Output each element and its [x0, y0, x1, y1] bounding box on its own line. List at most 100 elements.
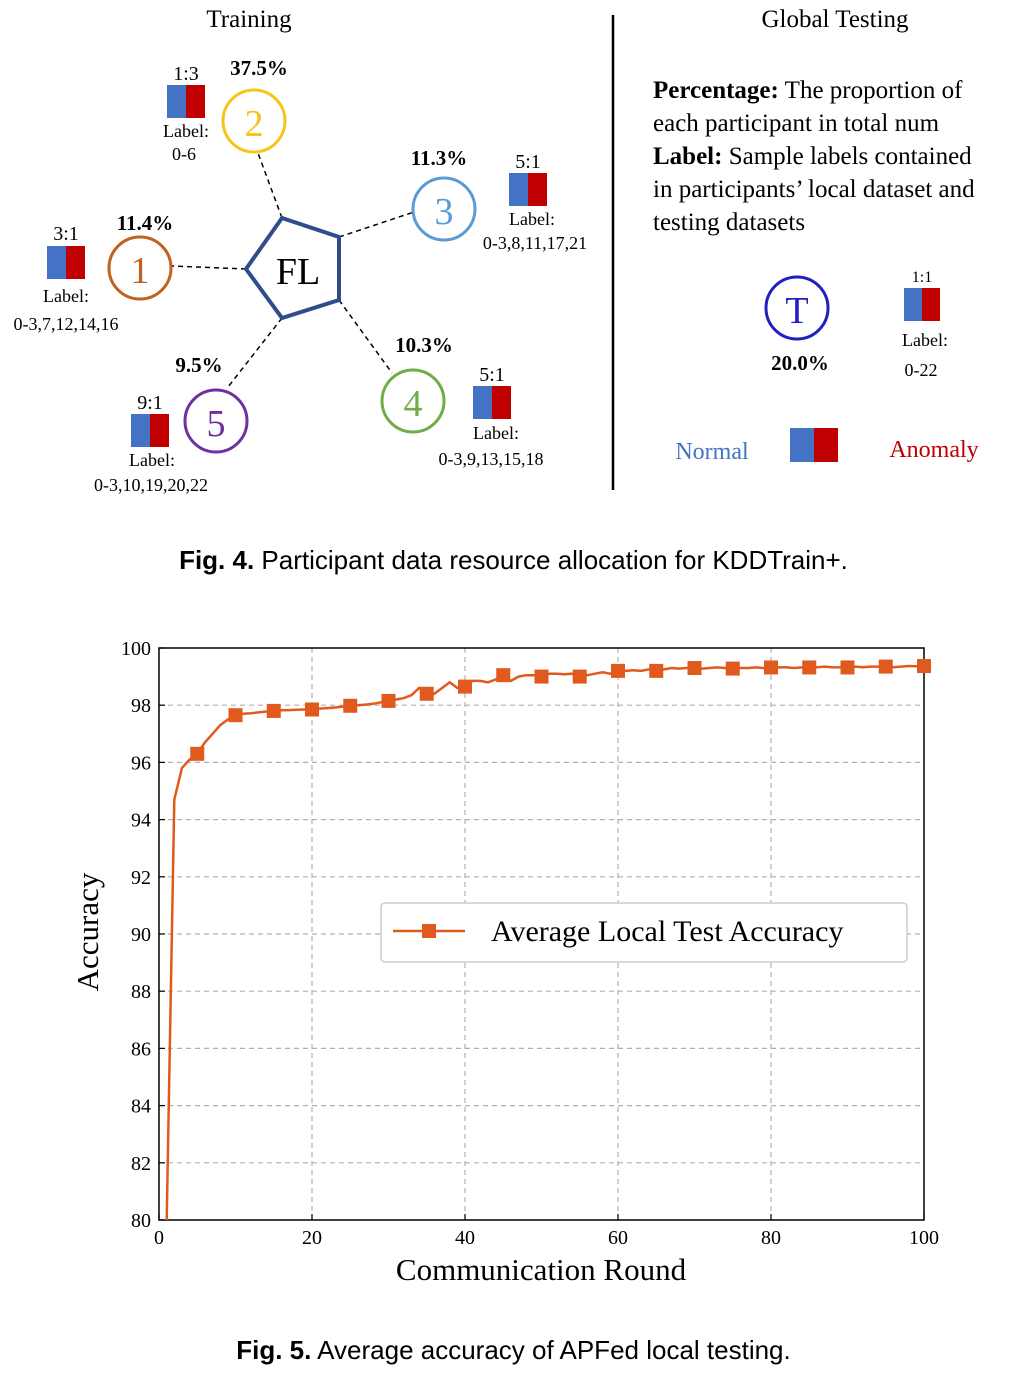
participant-4-circle — [380, 368, 446, 434]
participant-3-label-title: Label: — [509, 209, 555, 229]
participant-5-normal-block — [131, 414, 150, 447]
test-node-ratio: 1:1 — [912, 269, 932, 286]
series-marker — [228, 708, 243, 723]
desc-percentage-term: Percentage: — [653, 77, 779, 104]
y-tick-label: 96 — [131, 752, 151, 774]
participant-2-normal-block — [167, 85, 186, 118]
participant-5-percent: 9.5% — [175, 353, 222, 377]
participant-4-normal-block — [473, 386, 492, 419]
participant-1-circle — [107, 235, 173, 301]
y-tick-label: 86 — [131, 1038, 151, 1060]
global-testing-title: Global Testing — [761, 6, 909, 33]
description-block: Percentage: The proportion of each parti… — [653, 77, 975, 236]
fig4-legend: Normal Anomaly — [675, 428, 979, 465]
participant-3-percent: 11.3% — [411, 146, 468, 170]
participant-5-labels: 0-3,10,19,20,22 — [94, 475, 208, 495]
participant-2-circle — [221, 88, 287, 154]
participant-1-ratio: 3:1 — [53, 223, 79, 245]
chart-grid — [159, 648, 924, 1220]
x-tick-label: 80 — [761, 1227, 781, 1249]
series-marker — [534, 669, 549, 684]
y-axis-ticks: 80 82 84 86 88 90 92 94 96 98 100 — [121, 638, 165, 1232]
series-marker — [496, 668, 511, 683]
participant-2-percent: 37.5% — [230, 56, 288, 80]
participant-3-anomaly-block — [528, 173, 547, 206]
fig4-caption: Fig. 4. Participant data resource alloca… — [0, 545, 1027, 576]
participant-4-ratio: 5:1 — [479, 364, 505, 386]
y-tick-label: 94 — [131, 810, 151, 832]
fl-pentagon — [243, 215, 341, 321]
fig4-caption-number: Fig. 4. — [179, 545, 255, 575]
participant-3-circle — [411, 176, 477, 242]
series-marker — [572, 669, 587, 684]
series-marker — [764, 660, 778, 675]
participant-1-percent: 11.4% — [117, 211, 174, 235]
series-marker — [802, 660, 817, 675]
participant-5: 5 9.5% 9:1 Label: 0-3,10,19,20,22 — [94, 353, 249, 495]
y-tick-label: 80 — [131, 1210, 151, 1232]
x-tick-label: 0 — [154, 1227, 164, 1249]
participant-1-normal-block — [47, 246, 66, 279]
participant-3-ratio: 5:1 — [515, 151, 541, 173]
test-node-labels: 0-22 — [905, 360, 938, 380]
desc-percentage-line1: Percentage: The proportion of — [653, 77, 963, 104]
desc-label-line3: testing datasets — [653, 209, 805, 236]
participant-4-percent: 10.3% — [395, 333, 453, 357]
series-marker — [611, 663, 625, 678]
participant-5-anomaly-block — [150, 414, 169, 447]
series-marker — [190, 746, 205, 761]
participant-2-labels: 0-6 — [172, 144, 196, 164]
series-marker — [458, 679, 472, 694]
y-axis-label: Accuracy — [70, 872, 105, 991]
test-node-anomaly-block — [922, 288, 940, 321]
x-tick-label: 20 — [302, 1227, 322, 1249]
participant-4-number: 4 — [404, 383, 423, 425]
x-tick-label: 100 — [909, 1227, 939, 1249]
chart-legend: Average Local Test Accuracy — [380, 902, 908, 963]
participant-5-label-title: Label: — [129, 450, 175, 470]
series-marker — [266, 703, 281, 718]
participant-5-circle — [183, 388, 249, 454]
legend-normal-label: Normal — [675, 439, 749, 465]
test-node-letter: T — [785, 290, 808, 332]
participant-2-anomaly-block — [186, 85, 205, 118]
participant-1-label-title: Label: — [43, 286, 89, 306]
series-marker — [305, 702, 319, 717]
series-marker — [725, 661, 740, 676]
desc-percentage-text1: The proportion of — [785, 77, 963, 104]
training-title: Training — [206, 6, 292, 33]
legend-normal-block — [790, 428, 814, 462]
participant-4-label-title: Label: — [473, 423, 519, 443]
test-node-normal-block — [904, 288, 922, 321]
y-tick-label: 92 — [131, 867, 151, 889]
x-tick-label: 60 — [608, 1227, 628, 1249]
y-tick-label: 100 — [121, 638, 151, 660]
test-node: T 20.0% 1:1 Label: 0-22 — [764, 269, 948, 380]
x-axis-label: Communication Round — [396, 1252, 687, 1287]
series-marker — [419, 686, 434, 701]
participant-4-labels: 0-3,9,13,15,18 — [439, 449, 544, 469]
fig5-caption-text: Average accuracy of APFed local testing. — [317, 1335, 791, 1365]
series-marker — [840, 660, 855, 675]
legend-box — [380, 902, 908, 963]
fig4-caption-text: Participant data resource allocation for… — [261, 545, 848, 575]
participant-3-number: 3 — [435, 191, 454, 233]
desc-label-line1: Label: Sample labels contained — [653, 143, 972, 170]
desc-label-term: Label: — [653, 143, 722, 170]
y-tick-label: 98 — [131, 695, 151, 717]
x-axis-ticks: 0 20 40 60 80 100 — [154, 1214, 939, 1249]
participant-2: 2 37.5% 1:3 Label: 0-6 — [163, 56, 288, 164]
fig5-caption: Fig. 5. Average accuracy of APFed local … — [0, 1335, 1027, 1366]
fl-label: FL — [276, 251, 320, 293]
participant-4-anomaly-block — [492, 386, 511, 419]
participant-3-labels: 0-3,8,11,17,21 — [483, 233, 587, 253]
desc-percentage-line2: each participant in total num — [653, 110, 940, 137]
desc-label-line2: in participants’ local dataset and — [653, 176, 975, 203]
series-marker — [687, 661, 702, 676]
y-tick-label: 84 — [131, 1096, 151, 1118]
legend-series-name: Average Local Test Accuracy — [491, 915, 843, 948]
desc-label-text1: Sample labels contained — [729, 143, 972, 170]
y-tick-label: 90 — [131, 924, 151, 946]
series-marker — [343, 698, 358, 713]
y-tick-label: 88 — [131, 981, 151, 1003]
